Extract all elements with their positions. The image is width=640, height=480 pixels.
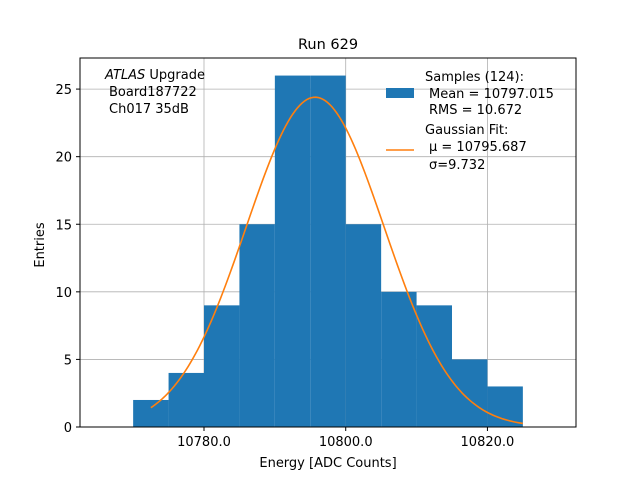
legend-fit-line-3: σ=9.732 [429, 158, 485, 173]
annotation-box: ATLAS Upgrade Board187722 Ch017 35dB [104, 68, 205, 117]
x-tick-label: 10820.0 [461, 435, 515, 450]
histogram-bar [381, 291, 417, 427]
histogram-bar [133, 399, 169, 427]
histogram-bars [133, 75, 523, 428]
histogram-bar [416, 305, 452, 427]
y-tick-label: 5 [64, 353, 72, 368]
histogram-bar [310, 75, 346, 428]
legend-fit-line-2: μ = 10795.687 [429, 140, 527, 155]
histogram-bar [274, 75, 311, 428]
x-tick-label: 10800.0 [319, 435, 373, 450]
legend-hist-line-1: Samples (124): [425, 70, 524, 85]
legend: Samples (124): Mean = 10797.015 RMS = 10… [386, 70, 554, 173]
x-axis-label: Energy [ADC Counts] [259, 456, 396, 471]
y-tick-label: 15 [55, 218, 72, 233]
x-tick-label: 10780.0 [177, 435, 231, 450]
histogram-bar [345, 224, 382, 427]
legend-hist-line-3: RMS = 10.672 [429, 103, 522, 118]
legend-hist-swatch [386, 88, 414, 98]
annotation-line-3: Ch017 35dB [109, 102, 189, 117]
axes-frame [79, 57, 577, 428]
gaussian-fit-curve [150, 96, 523, 425]
histogram-bar [452, 359, 488, 427]
ticks: 10780.0 10800.0 10820.0 0 5 10 15 20 25 [55, 83, 514, 450]
y-tick-label: 25 [55, 83, 72, 98]
gaussian-fit [150, 96, 523, 425]
chart-title: Run 629 [298, 37, 358, 53]
legend-fit-line-1: Gaussian Fit: [425, 123, 508, 138]
legend-hist-line-2: Mean = 10797.015 [429, 87, 554, 102]
axes [79, 57, 577, 428]
histogram-bar [239, 224, 275, 427]
y-axis-label: Entries [33, 222, 48, 268]
annotation-line-2: Board187722 [109, 85, 197, 100]
y-tick-label: 20 [55, 151, 72, 166]
histogram-bar [168, 372, 204, 427]
annotation-line-1: ATLAS Upgrade [104, 68, 205, 83]
y-tick-label: 0 [64, 421, 72, 436]
y-tick-label: 10 [55, 286, 72, 301]
histogram-bar [487, 386, 523, 427]
